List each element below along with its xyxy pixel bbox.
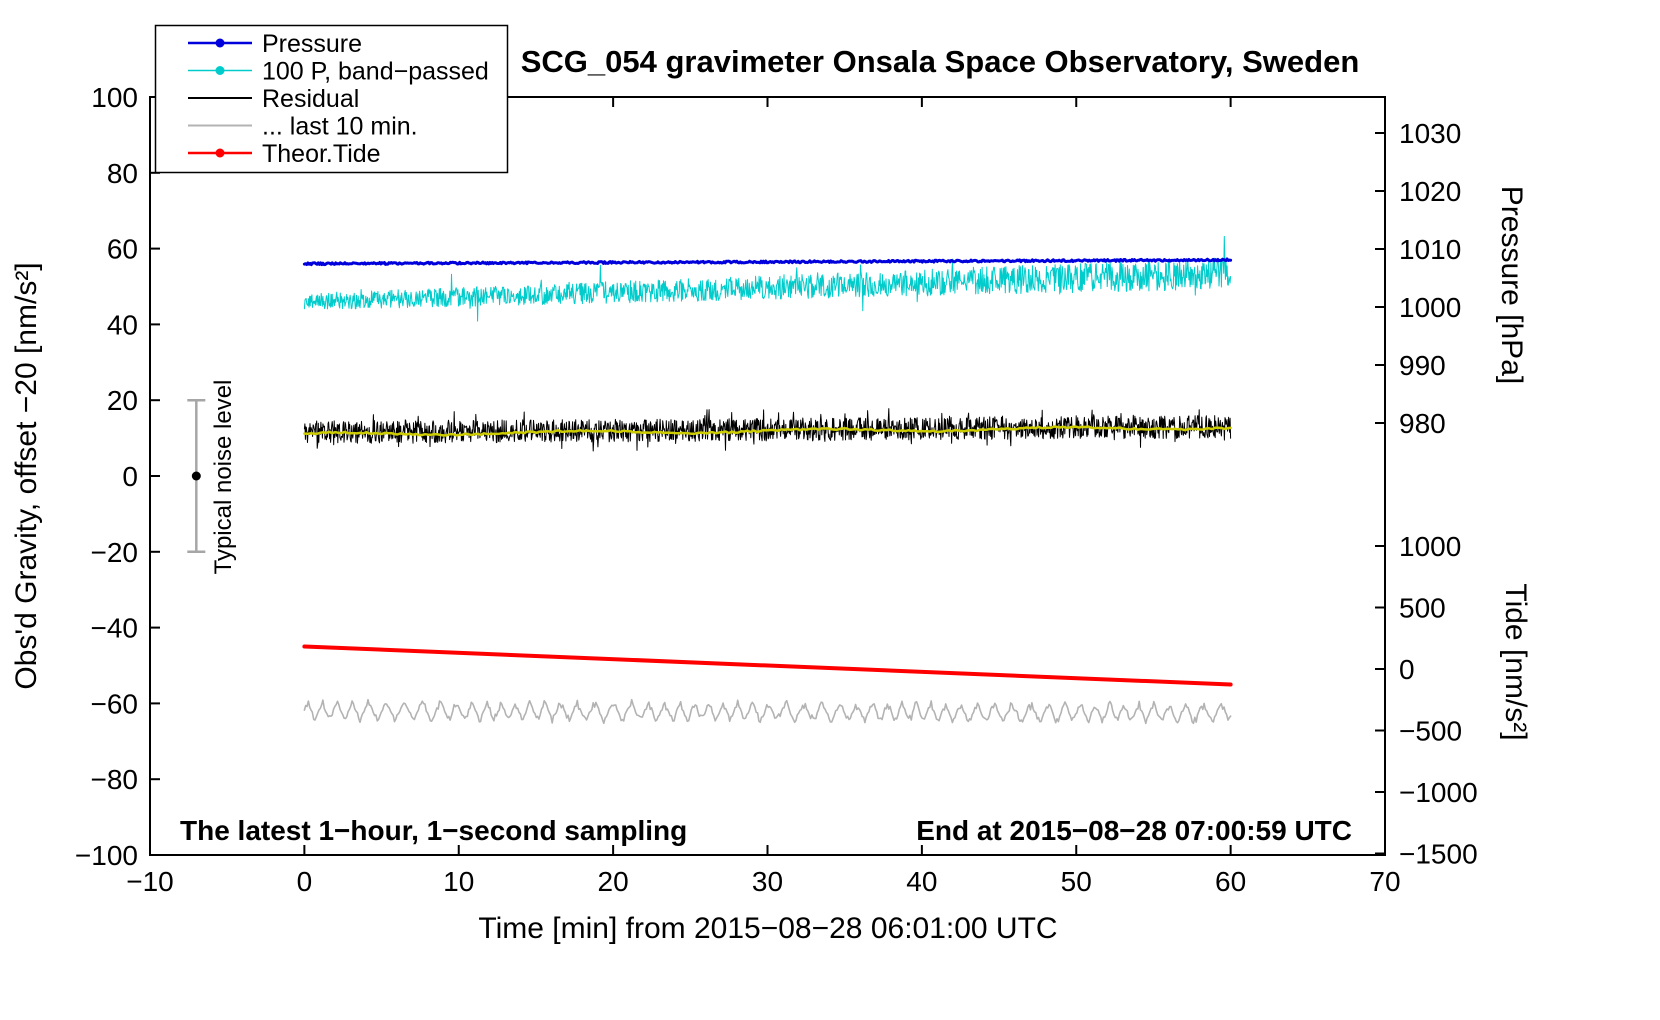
legend-sample-dot: [215, 38, 225, 48]
noise-bar-dot: [191, 471, 201, 481]
y-left-tick-label: 60: [107, 234, 138, 265]
x-tick-label: −10: [126, 866, 174, 897]
legend-item-label: Pressure: [262, 30, 362, 58]
noise-bar: [187, 398, 206, 554]
x-tick-label: 0: [297, 866, 313, 897]
pressure-tick-label: 1000: [1399, 292, 1461, 323]
tide-tick-label: 0: [1399, 654, 1415, 685]
series-theor-tide: [302, 644, 1233, 687]
x-axis-label: Time [min] from 2015−08−28 06:01:00 UTC: [478, 912, 1057, 945]
legend-item-label: ... last 10 min.: [262, 113, 418, 141]
y-left-tick-label: 100: [91, 82, 138, 113]
series-pressure: [302, 257, 1233, 267]
x-tick-label: 30: [752, 866, 783, 897]
legend-item-label: Theor.Tide: [262, 140, 381, 168]
tide-tick-label: 500: [1399, 593, 1446, 624]
y-left-tick-label: 80: [107, 158, 138, 189]
y-left-tick-label: −80: [91, 764, 139, 795]
series-residual-smoothed: [303, 425, 1232, 437]
x-tick-label: 50: [1061, 866, 1092, 897]
legend-sample-dot: [215, 148, 225, 158]
tide-tick-label: −1500: [1399, 839, 1478, 870]
legend-item-label: 100 P, band−passed: [262, 58, 489, 86]
y-left-tick-label: −20: [91, 537, 139, 568]
y-left-tick-label: −40: [91, 613, 139, 644]
legend-item-label: Residual: [262, 85, 359, 113]
pressure-tick-label: 990: [1399, 350, 1446, 381]
series-last-10-min: [303, 698, 1232, 725]
y-left-tick-label: 20: [107, 385, 138, 416]
legend-sample-dot: [215, 66, 225, 75]
pressure-tick-label: 1020: [1399, 176, 1461, 207]
x-tick-label: 20: [598, 866, 629, 897]
series-residual: [303, 408, 1232, 452]
x-tick-label: 40: [906, 866, 937, 897]
tide-tick-label: −500: [1399, 716, 1462, 747]
y-left-tick-label: −100: [75, 840, 138, 871]
pressure-tick-label: 1010: [1399, 234, 1461, 265]
annotation-sampling: The latest 1−hour, 1−second sampling: [180, 815, 687, 846]
tide-axis-label: Tide [nm/s²]: [1499, 583, 1532, 740]
y-left-tick-label: −60: [91, 688, 139, 719]
pressure-tick-label: 1030: [1399, 118, 1461, 149]
annotation-end: End at 2015−08−28 07:00:59 UTC: [916, 815, 1352, 846]
tide-tick-label: 1000: [1399, 531, 1461, 562]
x-tick-label: 70: [1369, 866, 1400, 897]
tide-tick-label: −1000: [1399, 777, 1478, 808]
plot-frame: [149, 96, 1386, 856]
noise-level-label: Typical noise level: [210, 380, 237, 575]
y-left-tick-label: 0: [122, 461, 138, 492]
axes-layer: −10 0 10 20 30 40 50 60 70100806040200−20−40−60−…: [75, 82, 1478, 897]
x-tick-label: 10: [443, 866, 474, 897]
y-left-axis-label: Obs'd Gravity, offset −20 [nm/s²]: [10, 262, 43, 689]
y-left-tick-label: 40: [107, 309, 138, 340]
series-layer: [302, 235, 1233, 725]
x-tick-label: 60: [1215, 866, 1246, 897]
chart-title: SCG_054 gravimeter Onsala Space Observat…: [521, 44, 1360, 79]
series-band-passed: [303, 235, 1232, 322]
pressure-tick-label: 980: [1399, 408, 1446, 439]
pressure-axis-label: Pressure [hPa]: [1495, 186, 1528, 384]
